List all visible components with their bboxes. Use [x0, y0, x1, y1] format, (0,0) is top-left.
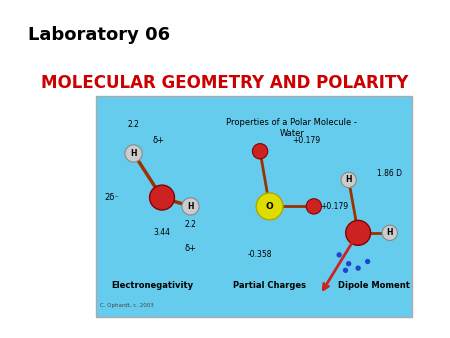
Circle shape [306, 199, 322, 214]
Text: +0.179: +0.179 [292, 136, 320, 145]
Circle shape [343, 268, 348, 273]
Circle shape [346, 220, 371, 245]
Text: H: H [346, 175, 352, 185]
Circle shape [346, 261, 351, 266]
Circle shape [365, 259, 370, 264]
Circle shape [356, 265, 361, 271]
Text: 3.44: 3.44 [153, 228, 171, 237]
Circle shape [252, 144, 268, 159]
Text: H: H [130, 149, 137, 158]
Text: Laboratory 06: Laboratory 06 [28, 26, 171, 44]
Circle shape [341, 172, 356, 188]
Text: Dipole Moment: Dipole Moment [338, 281, 410, 290]
Bar [95, 96, 412, 317]
Text: H: H [387, 228, 393, 237]
Text: 1.86 D: 1.86 D [378, 169, 402, 178]
Text: MOLECULAR GEOMETRY AND POLARITY: MOLECULAR GEOMETRY AND POLARITY [41, 74, 409, 92]
Text: 2.2: 2.2 [128, 120, 140, 129]
Text: Properties of a Polar Molecule -
Water: Properties of a Polar Molecule - Water [226, 118, 357, 138]
Circle shape [337, 252, 342, 258]
Circle shape [149, 185, 175, 210]
Circle shape [182, 198, 199, 215]
Text: H: H [187, 202, 194, 211]
Text: δ+: δ+ [153, 136, 165, 145]
Text: -0.358: -0.358 [248, 250, 272, 259]
Text: Partial Charges: Partial Charges [233, 281, 306, 290]
Text: O: O [266, 202, 274, 211]
Text: δ+: δ+ [184, 244, 197, 253]
Text: +0.179: +0.179 [320, 202, 348, 211]
Circle shape [382, 225, 397, 241]
Text: Electronegativity: Electronegativity [112, 281, 194, 290]
Text: 2δ⁻: 2δ⁻ [104, 193, 119, 202]
Text: 2.2: 2.2 [184, 219, 197, 228]
Circle shape [125, 145, 142, 162]
Text: C. Ophardt, c. 2003: C. Ophardt, c. 2003 [100, 303, 154, 308]
Circle shape [256, 193, 283, 220]
